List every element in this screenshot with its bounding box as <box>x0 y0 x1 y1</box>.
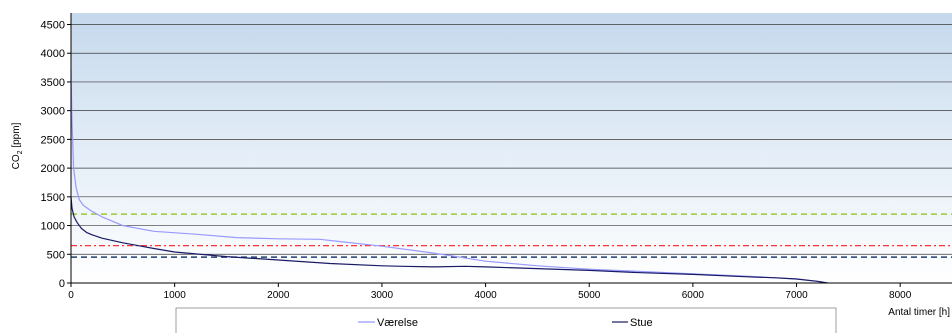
reference-lines <box>71 213 952 258</box>
legend-label-stue: Stue <box>630 317 653 329</box>
y-tick-label: 3000 <box>41 106 65 118</box>
y-tick-label: 500 <box>47 249 65 261</box>
legend: Værelse Stue <box>175 307 837 333</box>
y-tick-label: 1000 <box>41 221 65 233</box>
y-tick-label: 3500 <box>41 77 65 89</box>
y-tick-label: 2500 <box>41 134 65 146</box>
y-tick-label: 4500 <box>41 19 65 31</box>
y-tick-label: 1500 <box>41 192 65 204</box>
x-tick-label: 6000 <box>682 290 705 301</box>
plot-area <box>71 13 952 283</box>
legend-label-vaerelse: Værelse <box>377 317 418 329</box>
y-tick-label: 2000 <box>41 163 65 175</box>
x-tick-label: 0 <box>68 290 74 301</box>
x-tick-label: 1000 <box>164 290 187 301</box>
series-line-vaerelse <box>70 70 828 284</box>
y-tick-labels: 0 500 1000 1500 2000 2500 3000 3500 4000 4500 <box>41 19 71 290</box>
x-tick-label: 5000 <box>578 290 601 301</box>
series-lines <box>70 70 828 284</box>
x-tick-label: 2000 <box>267 290 290 301</box>
y-tick-label: 4000 <box>41 48 65 60</box>
x-tick-label: 3000 <box>371 290 394 301</box>
x-tick-labels: 0 1000 2000 3000 4000 5000 6000 7000 8000 <box>68 283 912 301</box>
series-line-stue <box>70 196 828 284</box>
x-tick-label: 8000 <box>889 290 912 301</box>
x-axis-title: Antal timer [h] <box>888 307 950 318</box>
y-axis-title: CO2 [ppm] <box>11 122 24 169</box>
x-tick-label: 4000 <box>474 290 497 301</box>
x-tick-label: 7000 <box>785 290 808 301</box>
y-tick-label: 0 <box>59 278 65 290</box>
legend-box <box>175 307 837 333</box>
gridlines <box>71 24 952 255</box>
